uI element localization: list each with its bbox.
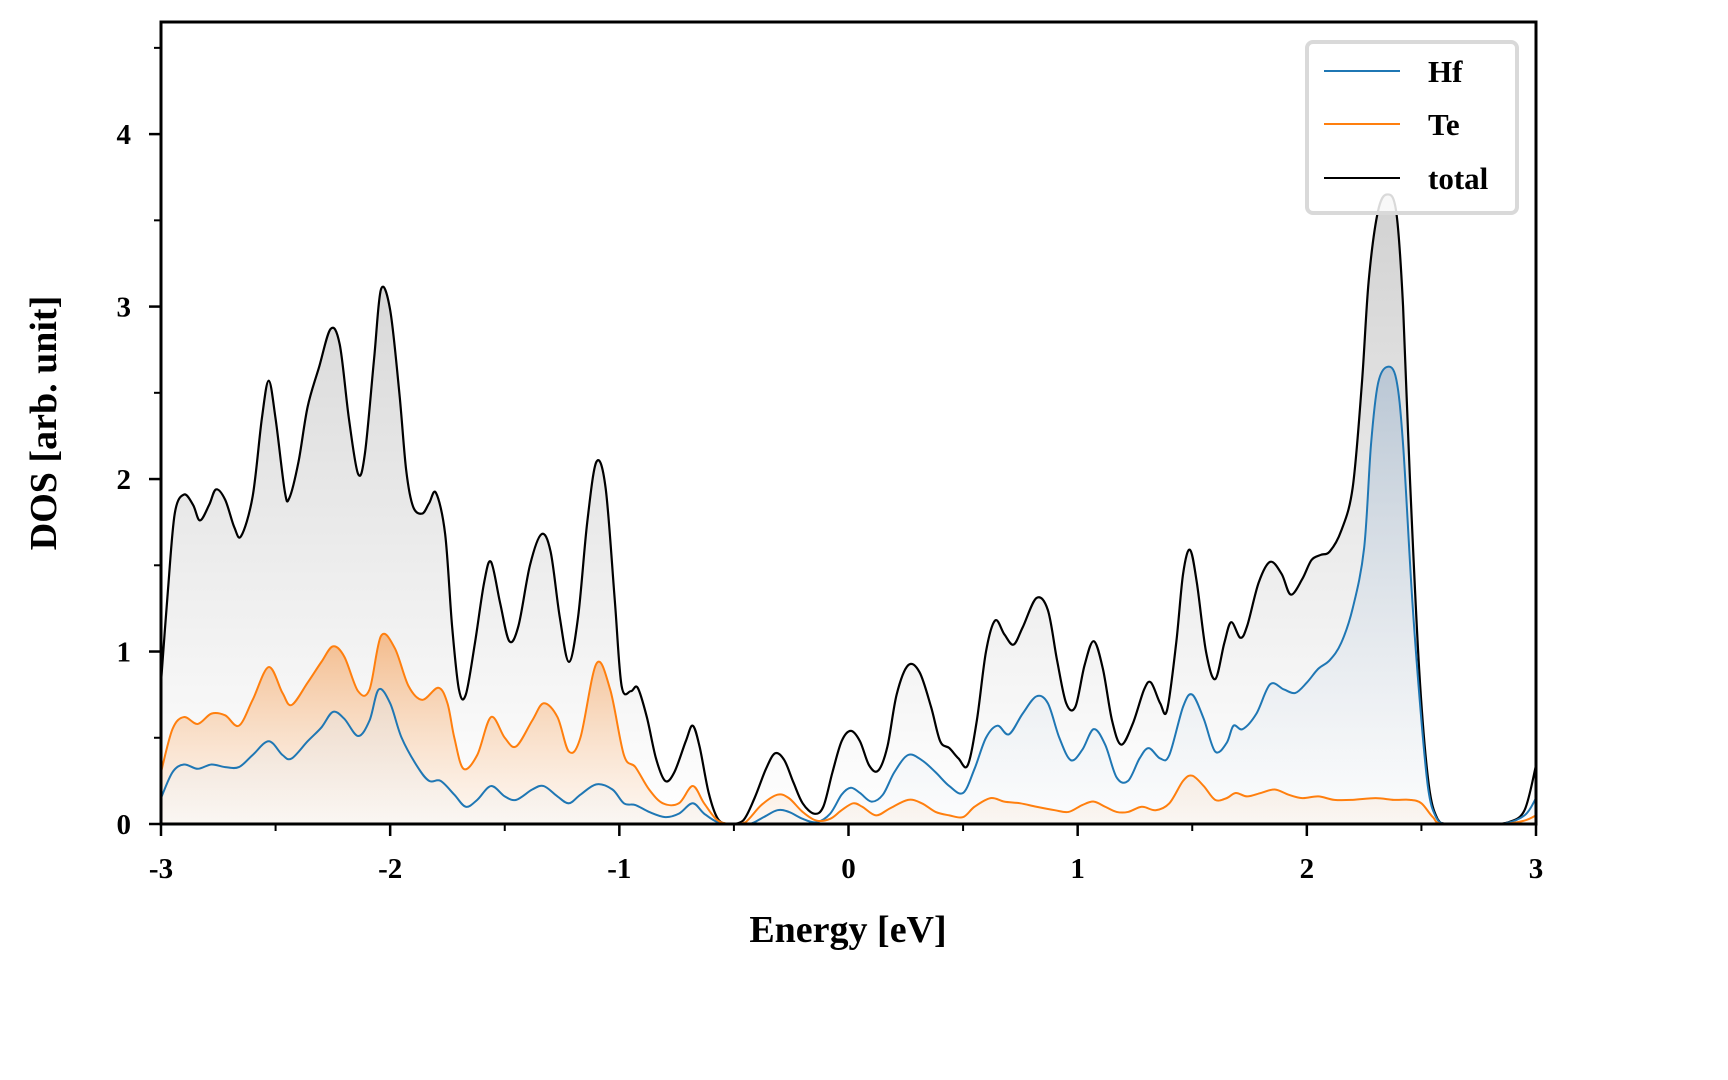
legend-box <box>1305 40 1519 215</box>
y-tick-label: 4 <box>117 119 132 151</box>
y-tick-label: 1 <box>117 637 132 669</box>
x-tick-label: -3 <box>149 853 173 885</box>
x-tick-label: -2 <box>378 853 402 885</box>
legend-label-te: Te <box>1428 107 1460 142</box>
y-tick-label: 2 <box>117 464 132 496</box>
area-fill-total <box>161 194 1536 824</box>
x-tick-label: 0 <box>841 853 856 885</box>
x-tick-label: 1 <box>1070 853 1085 885</box>
y-axis-label: DOS [arb. unit] <box>23 296 65 550</box>
y-tick-label: 3 <box>117 292 132 324</box>
y-axis: 0 1 2 3 4 <box>117 46 161 841</box>
x-axis: -3 -2 -1 0 1 2 3 <box>149 824 1543 885</box>
series-line-hf <box>161 365 1536 824</box>
x-tick-label: 2 <box>1300 853 1315 885</box>
series-line-total <box>161 193 1536 824</box>
series-line-te <box>161 632 1536 824</box>
y-tick-label: 0 <box>117 809 132 841</box>
legend: Hf Te total <box>1305 40 1519 215</box>
x-axis-label: Energy [eV] <box>749 909 946 951</box>
legend-label-hf: Hf <box>1428 54 1463 89</box>
x-tick-label: -1 <box>607 853 631 885</box>
area-fills <box>161 194 1536 824</box>
x-tick-label: 3 <box>1529 853 1544 885</box>
series-lines <box>161 193 1536 824</box>
legend-label-total: total <box>1428 161 1489 196</box>
area-fill-hf <box>161 366 1536 824</box>
